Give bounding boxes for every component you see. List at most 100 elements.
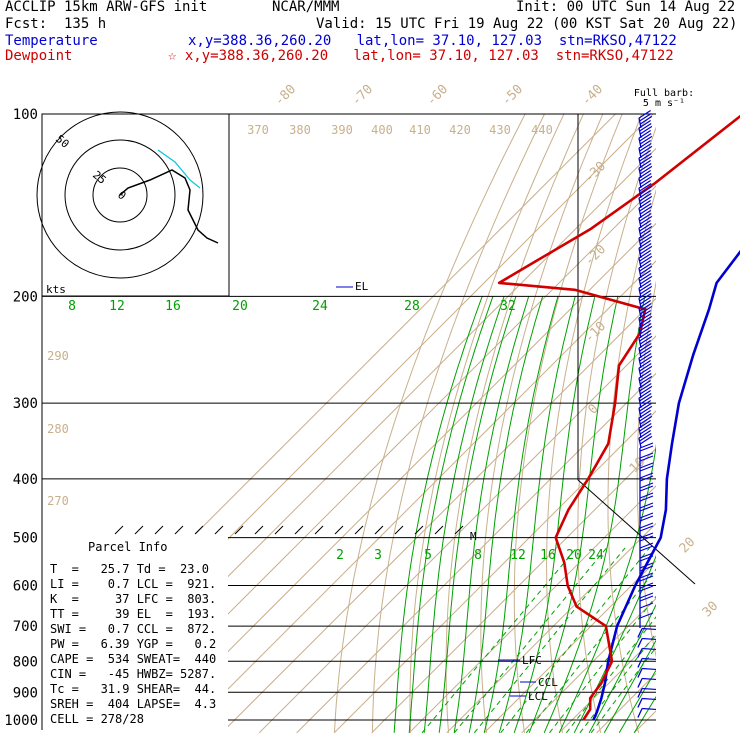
parcel-row: LI = 0.7 LCL = 921. xyxy=(50,577,217,591)
mixing-ratio-label: 12 xyxy=(510,548,526,563)
mixing-ratio-label: 20 xyxy=(566,548,582,563)
wind-barb-flag xyxy=(639,182,652,192)
wind-barb-flag xyxy=(639,372,652,382)
wind-barb-flag xyxy=(639,175,653,185)
moist-adiabat xyxy=(513,296,596,733)
mixing-ratio-label: 3 xyxy=(374,548,382,563)
wind-barb xyxy=(639,532,654,548)
wind-barb-flag xyxy=(642,657,657,661)
isotherm-line xyxy=(221,297,656,734)
wind-barb-flag xyxy=(638,190,651,199)
parcel-row: SREH = 404 LAPSE= 4.3 xyxy=(50,697,217,711)
dry-adiabat xyxy=(445,114,584,733)
isotherm-line xyxy=(333,410,656,734)
wind-barb-flag xyxy=(639,445,654,452)
dewpoint-legend: Dewpoint xyxy=(5,48,73,64)
wind-barb-flag xyxy=(639,335,653,345)
hodograph-ring xyxy=(92,167,148,223)
wind-barb xyxy=(637,627,657,638)
wind-barb-shaft xyxy=(638,437,642,449)
mixing-ratio-line xyxy=(421,547,577,734)
wind-barb xyxy=(639,542,654,558)
hatch-mark xyxy=(314,525,324,535)
wind-barb xyxy=(639,482,654,498)
wind-barb-flag xyxy=(639,172,652,182)
wind-barb-shaft xyxy=(637,708,643,718)
hodograph-trace-upper xyxy=(157,149,201,189)
wind-barb xyxy=(638,170,653,189)
hatch-mark xyxy=(414,525,424,535)
wind-barb-flag xyxy=(638,240,651,249)
isotherm-line xyxy=(183,260,656,734)
hatch-mark xyxy=(114,525,124,535)
hatch-mark xyxy=(174,525,184,535)
hatch-mark xyxy=(294,525,304,535)
wind-barb-flag xyxy=(638,170,651,179)
wind-barb-flag xyxy=(639,152,652,162)
dry-adiabat xyxy=(480,114,604,733)
dry-adiabat xyxy=(513,114,623,733)
moist-adiabat-label: 8 xyxy=(68,299,76,314)
temperature-profile xyxy=(592,249,740,721)
wind-barb-flag xyxy=(638,310,651,319)
wind-barb-flag xyxy=(639,352,652,362)
wind-barb-flag xyxy=(639,255,653,265)
mixing-ratio-label: 2 xyxy=(336,548,344,563)
wind-barb-shaft xyxy=(637,648,643,658)
wind-barb-flag xyxy=(639,135,653,145)
wind-barb-flag xyxy=(638,380,651,389)
isotherm-line xyxy=(258,335,656,734)
wind-barb-flag xyxy=(639,422,652,432)
header-init: Init: 00 UTC Sun 14 Aug 22 xyxy=(516,0,736,15)
wind-barb-flag xyxy=(639,575,654,582)
wind-barb-flag xyxy=(639,522,654,529)
wind-barb-flag xyxy=(639,475,654,482)
header-center: NCAR/MMM xyxy=(272,0,340,15)
isotherm-label: -50 xyxy=(499,82,526,109)
wind-barb-flag xyxy=(639,592,654,599)
isotherm-line xyxy=(408,485,656,734)
wind-barb-flag xyxy=(639,242,652,252)
dry-adiabat xyxy=(409,114,565,733)
wind-barb-shaft xyxy=(638,427,642,439)
wind-barb-flag xyxy=(639,282,652,292)
wind-barb xyxy=(638,340,653,359)
wind-barb-flag xyxy=(639,532,654,539)
parcel-info-panel xyxy=(0,534,228,740)
wind-barb-flag xyxy=(639,432,652,442)
dry-adiabat xyxy=(577,126,656,733)
wind-barb-shaft xyxy=(638,167,642,179)
wind-barb-flag xyxy=(639,115,653,125)
hatch-mark xyxy=(454,525,464,535)
wind-barb-flag xyxy=(638,340,651,349)
wind-barb-flag xyxy=(639,215,653,225)
wind-barb-flag xyxy=(639,365,653,375)
barb-legend-title: Full barb: xyxy=(634,88,694,99)
wind-barb-flag xyxy=(639,362,652,372)
wind-barb xyxy=(638,360,653,379)
moist-adiabat xyxy=(408,296,494,733)
isotherm-line xyxy=(558,635,656,734)
wind-barb-flag xyxy=(638,410,651,419)
moist-adiabat xyxy=(573,554,656,734)
theta-label: 370 xyxy=(247,123,269,137)
isotherm-line xyxy=(672,101,740,733)
wind-barb xyxy=(638,390,653,409)
parcel-row: CIN = -45 HWBZ= 5287. xyxy=(50,667,217,681)
wind-barb xyxy=(639,552,654,568)
wind-barb-flag xyxy=(642,697,657,701)
wind-barb-flag xyxy=(642,677,657,681)
wind-barb-flag xyxy=(639,465,654,472)
parcel-row: SWI = 0.7 CCL = 872. xyxy=(50,622,217,636)
wind-barb-flag xyxy=(639,315,653,325)
wind-barb xyxy=(638,190,653,209)
wind-barb-flag xyxy=(638,250,651,259)
wind-barb xyxy=(638,200,653,219)
hodograph-ring xyxy=(36,111,204,279)
wind-barb-flag xyxy=(639,212,652,222)
wind-barb-shaft xyxy=(638,307,642,319)
wind-barb-flag xyxy=(639,392,652,402)
theta-label: 390 xyxy=(331,123,353,137)
wind-barb-flag xyxy=(638,260,651,269)
parcel-row: Tc = 31.9 SHEAR= 44. xyxy=(50,682,217,696)
